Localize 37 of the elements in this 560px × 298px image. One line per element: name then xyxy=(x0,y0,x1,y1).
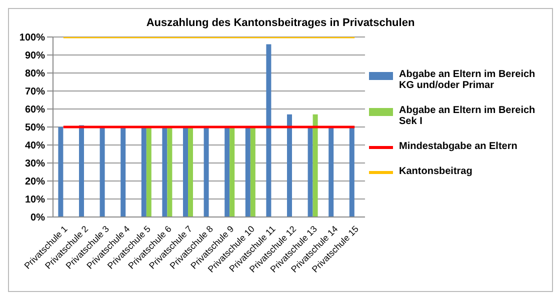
chart-title: Auszahlung des Kantonsbeitrages in Privatschulen xyxy=(145,17,416,29)
bar xyxy=(79,125,84,217)
bar xyxy=(183,127,188,217)
legend-label: Mindestabgabe an Eltern xyxy=(399,141,518,152)
bar xyxy=(188,127,193,217)
bar xyxy=(287,114,292,217)
y-tick-label: 60% xyxy=(24,104,46,116)
y-tick-label: 0% xyxy=(30,212,46,224)
y-tick-label: 50% xyxy=(24,122,46,134)
bar xyxy=(349,127,354,217)
bar xyxy=(146,127,152,217)
y-tick-label: 70% xyxy=(24,86,46,98)
y-tick-label: 30% xyxy=(24,158,46,170)
bar xyxy=(167,127,172,217)
y-tick-label: 20% xyxy=(24,176,46,188)
bar xyxy=(328,127,334,217)
bar xyxy=(100,127,105,217)
bar xyxy=(245,127,250,217)
bar xyxy=(230,127,235,217)
y-tick-label: 90% xyxy=(24,50,46,62)
y-tick-label: 80% xyxy=(24,68,46,80)
y-tick-label: 10% xyxy=(24,194,46,206)
bar xyxy=(266,44,272,217)
legend-label: Abgabe an Eltern im Bereich KG und/oder Primar xyxy=(399,69,536,91)
bar xyxy=(204,127,209,217)
legend-label: Abgabe an Eltern im Bereich Sek I xyxy=(399,105,536,127)
bar xyxy=(312,114,318,217)
legend-label: Kantonsbeitrag xyxy=(399,166,472,177)
bar xyxy=(224,127,230,217)
bar xyxy=(162,127,168,217)
bar xyxy=(141,127,146,217)
y-tick-label: 40% xyxy=(24,140,46,152)
bar xyxy=(308,127,313,217)
bar xyxy=(250,127,256,217)
y-tick-label: 100% xyxy=(19,32,46,44)
bar xyxy=(58,127,64,217)
bar xyxy=(120,127,126,217)
